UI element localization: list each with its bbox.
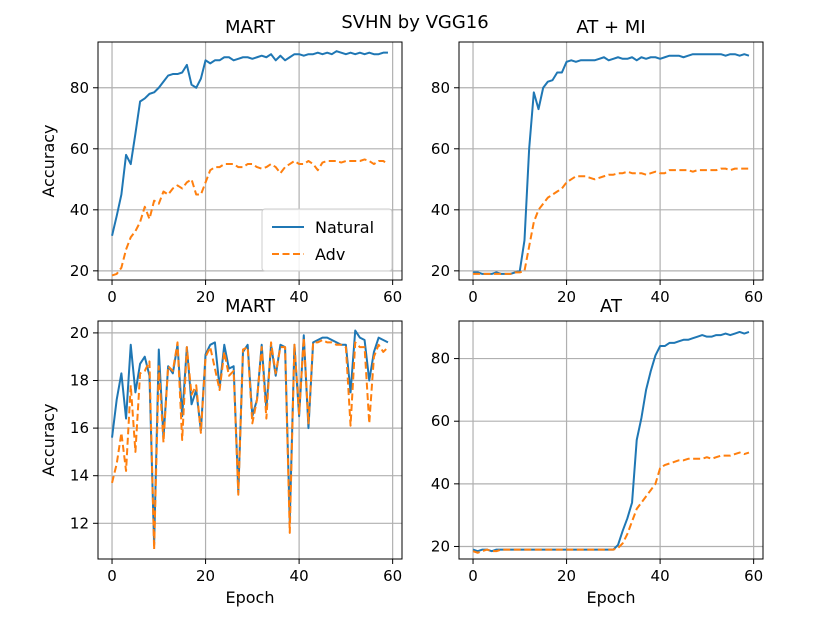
series-line-adv — [473, 167, 749, 275]
y-tick-label: 40 — [431, 201, 450, 219]
x-tick-label: 60 — [744, 567, 763, 585]
x-tick-label: 20 — [196, 288, 215, 306]
y-tick-label: 80 — [70, 79, 89, 97]
x-tick-label: 0 — [107, 567, 117, 585]
subplot-title: MART — [225, 17, 276, 38]
x-tick-label: 20 — [557, 567, 576, 585]
legend-box — [261, 208, 393, 272]
axes-frame — [97, 320, 403, 560]
x-tick-label: 60 — [383, 567, 402, 585]
x-tick-label: 40 — [290, 288, 309, 306]
series-line-adv — [111, 336, 389, 551]
y-tick-label: 80 — [431, 79, 450, 97]
y-tick-label: 60 — [431, 140, 450, 158]
legend-label-adv: Adv — [315, 245, 345, 264]
y-tick-label: 60 — [431, 412, 450, 430]
x-tick-label: 0 — [468, 288, 478, 306]
axes-frame — [97, 41, 403, 281]
legend: Natural Adv — [261, 208, 393, 272]
subplot-title: AT — [600, 296, 623, 317]
x-tick-label: 60 — [744, 288, 763, 306]
axes-frame — [458, 41, 764, 281]
series-line-adv — [111, 158, 389, 277]
figure-suptitle: SVHN by VGG16 — [341, 12, 488, 33]
y-tick-label: 20 — [431, 262, 450, 280]
y-tick-label: 14 — [70, 467, 89, 485]
y-tick-label: 20 — [70, 262, 89, 280]
y-tick-label: 40 — [431, 475, 450, 493]
axes-frame — [458, 320, 764, 560]
y-axis-label: Accuracy — [39, 403, 58, 476]
y-tick-label: 60 — [70, 140, 89, 158]
y-tick-label: 12 — [70, 514, 89, 532]
x-tick-label: 40 — [651, 288, 670, 306]
subplot-title: AT + MI — [576, 17, 645, 38]
x-tick-label: 20 — [196, 567, 215, 585]
series-line-natural — [473, 53, 750, 275]
subplot-1: 0 20 40 60 20 40 60 80 MART Accuracy Natural Adv — [39, 17, 403, 306]
series-line-natural — [472, 330, 750, 553]
subplots: 0 20 40 60 20 40 60 80 MART Accuracy Natural Adv 0 20… — [39, 17, 764, 607]
y-tick-label: 20 — [70, 324, 89, 342]
subplot-3: 0 20 40 60 12 14 16 18 20 MART Epoch Accuracy — [39, 296, 403, 607]
y-tick-label: 16 — [70, 419, 89, 437]
x-tick-label: 40 — [651, 567, 670, 585]
x-axis-label: Epoch — [587, 588, 636, 607]
subplot-4: 0 20 40 60 20 40 60 80 AT Epoch — [431, 296, 764, 607]
x-axis-label: Epoch — [226, 588, 275, 607]
legend-label-natural: Natural — [315, 218, 374, 237]
y-axis-label: Accuracy — [39, 124, 58, 197]
y-tick-label: 80 — [431, 350, 450, 368]
x-tick-label: 0 — [468, 567, 478, 585]
series-line-adv — [472, 451, 750, 554]
x-tick-label: 20 — [557, 288, 576, 306]
subplot-2: 0 20 40 60 20 40 60 80 AT + MI — [431, 17, 764, 306]
subplot-title: MART — [225, 296, 276, 317]
y-tick-label: 20 — [431, 537, 450, 555]
x-tick-label: 60 — [383, 288, 402, 306]
y-tick-label: 40 — [70, 201, 89, 219]
series-line-natural — [111, 50, 388, 236]
x-tick-label: 0 — [107, 288, 117, 306]
x-tick-label: 40 — [290, 567, 309, 585]
y-tick-label: 18 — [70, 372, 89, 390]
